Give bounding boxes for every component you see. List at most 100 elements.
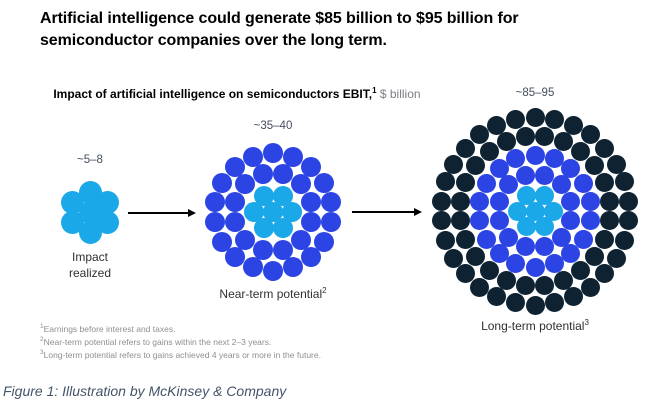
dot-realized — [534, 217, 554, 237]
dot-long-term — [505, 109, 525, 129]
dot-realized — [507, 201, 527, 221]
dot-near-term — [211, 231, 232, 252]
dot-realized — [263, 202, 283, 222]
footnote-text: Earnings before interest and taxes. — [43, 323, 176, 334]
dot-near-term — [580, 211, 600, 231]
dot-long-term — [585, 155, 604, 175]
dot-long-term — [585, 247, 604, 267]
dot-long-term — [554, 270, 574, 290]
dot-near-term — [252, 239, 273, 260]
dot-long-term — [465, 247, 485, 267]
dot-long-term — [451, 191, 471, 211]
dot-near-term — [314, 172, 335, 193]
dot-near-term — [506, 254, 526, 274]
dot-long-term — [535, 127, 555, 147]
dot-long-term — [545, 293, 565, 313]
dot-realized — [525, 201, 545, 221]
footnotes: 1Earnings before interest and taxes. 2Ne… — [40, 322, 321, 361]
dot-long-term — [571, 141, 591, 161]
dot-near-term — [525, 257, 545, 277]
footnote-marker: 1 — [40, 323, 44, 330]
arrow-right-icon-1 — [128, 209, 196, 216]
cluster-caption-3: Long-term potential3 — [481, 318, 589, 333]
dot-long-term — [444, 248, 464, 268]
footnote-2: 2Near-term potential refers to gains wit… — [40, 335, 321, 348]
dot-near-term — [515, 165, 535, 185]
dot-long-term — [554, 132, 574, 152]
dot-near-term — [300, 156, 321, 177]
dot-realized — [516, 217, 536, 237]
dot-realized — [78, 220, 102, 244]
dot-realized — [543, 201, 563, 221]
dot-near-term — [300, 247, 321, 268]
dot-near-term — [535, 237, 555, 257]
dot-long-term — [479, 261, 499, 280]
arrow-right-icon-2 — [352, 208, 422, 215]
dot-near-term — [477, 229, 496, 249]
dot-near-term — [283, 146, 304, 167]
dot-long-term — [580, 125, 600, 145]
dot-long-term — [487, 287, 507, 307]
dot-near-term — [204, 191, 225, 212]
dot-near-term — [242, 146, 263, 167]
dot-near-term — [204, 212, 225, 233]
dot-long-term — [432, 191, 451, 211]
dot-long-term — [606, 248, 626, 268]
dot-long-term — [525, 107, 545, 127]
dot-long-term — [545, 109, 565, 129]
subtitle-bold-text: Impact of artificial intelligence on sem… — [53, 87, 373, 101]
dot-near-term — [300, 212, 321, 233]
footnote-marker: 3 — [40, 349, 44, 357]
dot-near-term — [489, 211, 509, 231]
dot-near-term — [573, 229, 593, 249]
dot-near-term — [506, 148, 526, 168]
cluster-value-label-3: ~85–95 — [515, 87, 555, 99]
dot-long-term — [563, 287, 583, 307]
footnote-3: 3Long-term potential refers to gains ach… — [40, 348, 321, 361]
dot-long-term — [451, 211, 471, 231]
dot-long-term — [595, 138, 615, 158]
dot-long-term — [618, 191, 638, 211]
dot-realized — [95, 190, 119, 214]
dot-near-term — [321, 212, 342, 233]
dot-near-term — [489, 191, 509, 211]
dot-near-term — [551, 227, 571, 247]
dot-near-term — [515, 237, 535, 257]
dot-long-term — [525, 295, 545, 315]
dot-near-term — [235, 174, 256, 195]
dot-realized — [272, 185, 293, 206]
dot-near-term — [470, 191, 490, 211]
dot-realized — [244, 202, 264, 222]
dot-long-term — [470, 125, 490, 145]
subtitle-unit-text: $ billion — [376, 87, 421, 101]
dot-near-term — [314, 231, 335, 252]
dot-long-term — [594, 172, 614, 192]
dot-near-term — [561, 191, 581, 211]
dot-long-term — [487, 115, 507, 135]
dot-long-term — [465, 155, 485, 175]
dot-long-term — [594, 230, 614, 250]
dot-long-term — [618, 211, 638, 231]
dot-long-term — [515, 127, 535, 147]
dot-long-term — [455, 264, 475, 284]
dot-long-term — [599, 191, 619, 211]
dot-near-term — [273, 164, 294, 185]
dot-long-term — [614, 172, 634, 192]
chart-title: Artificial intelligence could generate $… — [40, 10, 519, 49]
dot-near-term — [300, 191, 321, 212]
dot-near-term — [499, 227, 519, 247]
cluster-value-label-2: ~35–40 — [253, 120, 293, 132]
dot-long-term — [614, 230, 634, 250]
chart-subtitle: Impact of artificial intelligence on sem… — [40, 72, 421, 115]
dot-near-term — [211, 172, 232, 193]
dot-realized — [61, 210, 85, 234]
dot-near-term — [242, 257, 263, 278]
dot-near-term — [225, 156, 246, 177]
figure-caption: Figure 1: Illustration by McKinsey & Com… — [3, 383, 287, 399]
cluster-caption-2: Near-term potential2 — [219, 286, 327, 301]
dot-realized — [282, 202, 302, 222]
dot-near-term — [225, 247, 246, 268]
dot-near-term — [561, 244, 581, 264]
